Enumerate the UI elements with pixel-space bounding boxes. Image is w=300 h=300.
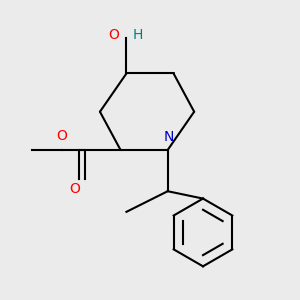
Text: N: N xyxy=(164,130,174,144)
Text: O: O xyxy=(70,182,80,197)
Text: H: H xyxy=(132,28,143,42)
Text: O: O xyxy=(56,129,67,142)
Text: O: O xyxy=(108,28,119,42)
